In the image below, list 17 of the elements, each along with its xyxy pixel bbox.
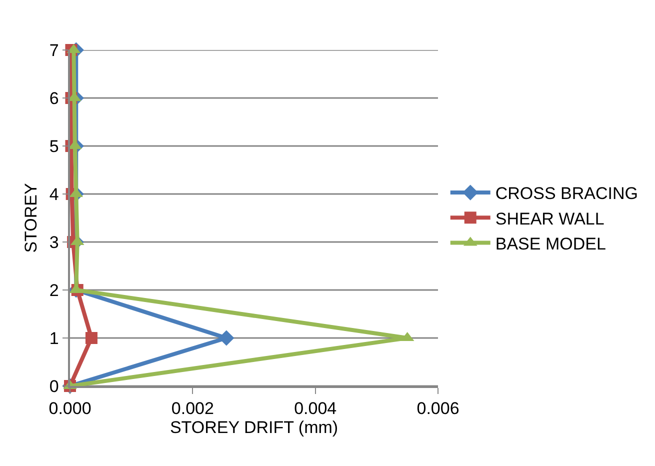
legend-label: CROSS BRACING [495, 184, 638, 204]
y-tick-label: 1 [49, 328, 59, 348]
x-axis-title: STOREY DRIFT (mm) [170, 418, 338, 438]
y-tick-label: 5 [49, 136, 59, 156]
x-tick-label: 0.002 [171, 399, 214, 418]
y-tick-label: 3 [49, 232, 59, 252]
x-tick-label: 0.000 [48, 399, 92, 418]
x-tick-label: 0.006 [416, 399, 460, 418]
legend-label: SHEAR WALL [495, 209, 604, 228]
x-tick-label: 0.004 [294, 399, 337, 418]
y-tick-label: 2 [49, 280, 59, 300]
y-tick-label: 7 [49, 40, 59, 60]
y-axis-title: STOREY [21, 183, 40, 253]
y-tick-label: 0 [49, 376, 59, 396]
legend-label: BASE MODEL [495, 234, 606, 254]
y-tick-label: 6 [49, 88, 59, 108]
y-tick-label: 4 [49, 184, 59, 204]
